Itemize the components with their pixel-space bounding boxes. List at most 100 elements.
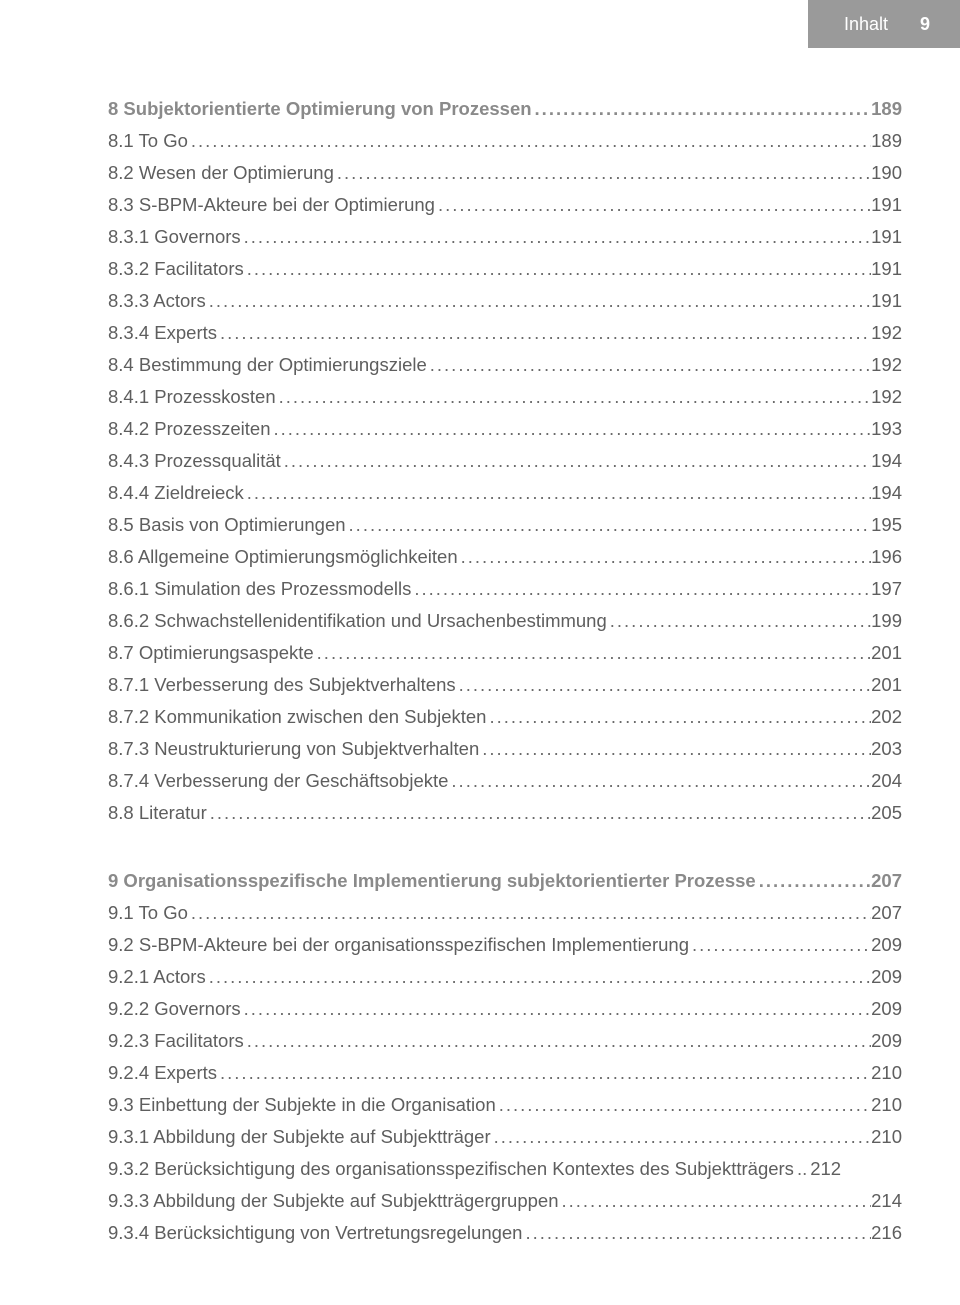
toc-entry: 8.5 Basis von Optimierungen.............… bbox=[108, 516, 902, 535]
toc-page: 214 bbox=[871, 1192, 902, 1211]
toc-entry: 8.6 Allgemeine Optimierungsmöglichkeiten… bbox=[108, 548, 902, 567]
toc-entry: 9.3.2 Berücksichtigung des organisations… bbox=[108, 1160, 902, 1179]
toc-title: 8.7.3 Neustrukturierung von Subjektverha… bbox=[108, 740, 479, 759]
toc-page: 201 bbox=[871, 676, 902, 695]
toc-title: 9.3.1 Abbildung der Subjekte auf Subjekt… bbox=[108, 1128, 491, 1147]
toc-title: 8.3.4 Experts bbox=[108, 324, 217, 343]
toc-page: 192 bbox=[871, 356, 902, 375]
toc-title: 8.4.2 Prozesszeiten bbox=[108, 420, 270, 439]
toc-page: 194 bbox=[871, 452, 902, 471]
toc-title: 8.1 To Go bbox=[108, 132, 188, 151]
toc-entry: 9.1 To Go...............................… bbox=[108, 904, 902, 923]
toc-leader-dots: ........................................… bbox=[486, 708, 871, 727]
toc-title: 9.3.3 Abbildung der Subjekte auf Subjekt… bbox=[108, 1192, 559, 1211]
toc-title: 8.2 Wesen der Optimierung bbox=[108, 164, 334, 183]
toc-entry: 9.2.1 Actors............................… bbox=[108, 968, 902, 987]
toc-leader-dots: ........................................… bbox=[756, 872, 871, 891]
toc-entry: 8.4.4 Zieldreieck.......................… bbox=[108, 484, 902, 503]
toc-page: 205 bbox=[871, 804, 902, 823]
toc-title: 8 Subjektorientierte Optimierung von Pro… bbox=[108, 100, 532, 119]
toc-page: 191 bbox=[871, 228, 902, 247]
toc-entry: 8.6.2 Schwachstellenidentifikation und U… bbox=[108, 612, 902, 631]
toc-leader-dots: ........................................… bbox=[607, 612, 871, 631]
toc-leader-dots: ........................................… bbox=[188, 904, 871, 923]
toc-entry: 8.4.3 Prozessqualität...................… bbox=[108, 452, 902, 471]
toc-title: 9.2.4 Experts bbox=[108, 1064, 217, 1083]
toc-title: 9.3 Einbettung der Subjekte in die Organ… bbox=[108, 1096, 496, 1115]
toc-page: 203 bbox=[871, 740, 902, 759]
toc-title: 8.3.3 Actors bbox=[108, 292, 206, 311]
toc-page: 210 bbox=[871, 1064, 902, 1083]
toc-page: 202 bbox=[871, 708, 902, 727]
toc-page: 191 bbox=[871, 196, 902, 215]
toc-title: 9.2 S-BPM-Akteure bei der organisationss… bbox=[108, 936, 689, 955]
toc-page: 207 bbox=[871, 904, 902, 923]
toc-page: 191 bbox=[871, 260, 902, 279]
toc-page: 212 bbox=[810, 1160, 841, 1179]
toc-page: 189 bbox=[871, 132, 902, 151]
toc-title: 8.7 Optimierungsaspekte bbox=[108, 644, 314, 663]
toc-entry: 8.7.3 Neustrukturierung von Subjektverha… bbox=[108, 740, 902, 759]
toc-title: 9.1 To Go bbox=[108, 904, 188, 923]
toc-container: 8 Subjektorientierte Optimierung von Pro… bbox=[108, 100, 902, 1256]
toc-leader-dots: ........................................… bbox=[689, 936, 871, 955]
toc-leader-dots: ........................................… bbox=[206, 968, 871, 987]
toc-title: 8.7.1 Verbesserung des Subjektverhaltens bbox=[108, 676, 456, 695]
toc-entry: 9.3 Einbettung der Subjekte in die Organ… bbox=[108, 1096, 902, 1115]
toc-page: 204 bbox=[871, 772, 902, 791]
header-bar: Inhalt 9 bbox=[808, 0, 960, 48]
toc-entry: 8.6.1 Simulation des Prozessmodells.....… bbox=[108, 580, 902, 599]
toc-page: 192 bbox=[871, 324, 902, 343]
toc-leader-dots: ........................................… bbox=[244, 484, 871, 503]
toc-title: 8.8 Literatur bbox=[108, 804, 207, 823]
toc-entry: 9.2.2 Governors.........................… bbox=[108, 1000, 902, 1019]
toc-leader-dots: .. bbox=[794, 1160, 810, 1179]
toc-page: 199 bbox=[871, 612, 902, 631]
toc-leader-dots: ........................................… bbox=[435, 196, 871, 215]
toc-page: 191 bbox=[871, 292, 902, 311]
toc-page: 209 bbox=[871, 1032, 902, 1051]
toc-title: 9.2.1 Actors bbox=[108, 968, 206, 987]
toc-entry: 8.1 To Go...............................… bbox=[108, 132, 902, 151]
toc-entry: 8.7 Optimierungsaspekte.................… bbox=[108, 644, 902, 663]
toc-leader-dots: ........................................… bbox=[334, 164, 871, 183]
toc-page: 195 bbox=[871, 516, 902, 535]
toc-title: 9 Organisationsspezifische Implementieru… bbox=[108, 872, 756, 891]
toc-title: 8.7.4 Verbesserung der Geschäftsobjekte bbox=[108, 772, 448, 791]
toc-entry: 8.3.3 Actors............................… bbox=[108, 292, 902, 311]
toc-leader-dots: ........................................… bbox=[241, 1000, 871, 1019]
toc-title: 9.2.2 Governors bbox=[108, 1000, 241, 1019]
toc-leader-dots: ........................................… bbox=[207, 804, 871, 823]
toc-leader-dots: ........................................… bbox=[217, 1064, 871, 1083]
toc-leader-dots: ........................................… bbox=[314, 644, 871, 663]
toc-title: 9.3.2 Berücksichtigung des organisations… bbox=[108, 1160, 794, 1179]
toc-title: 8.6.2 Schwachstellenidentifikation und U… bbox=[108, 612, 607, 631]
toc-title: 8.3 S-BPM-Akteure bei der Optimierung bbox=[108, 196, 435, 215]
toc-title: 8.6.1 Simulation des Prozessmodells bbox=[108, 580, 411, 599]
toc-entry: 9.3.3 Abbildung der Subjekte auf Subjekt… bbox=[108, 1192, 902, 1211]
toc-entry: 9.3.1 Abbildung der Subjekte auf Subjekt… bbox=[108, 1128, 902, 1147]
toc-page: 197 bbox=[871, 580, 902, 599]
toc-page: 207 bbox=[871, 872, 902, 891]
toc-page: 210 bbox=[871, 1128, 902, 1147]
section-gap bbox=[108, 836, 902, 872]
toc-title: 9.3.4 Berücksichtigung von Vertretungsre… bbox=[108, 1224, 522, 1243]
toc-page: 201 bbox=[871, 644, 902, 663]
toc-page: 193 bbox=[871, 420, 902, 439]
toc-entry: 8.3 S-BPM-Akteure bei der Optimierung...… bbox=[108, 196, 902, 215]
toc-leader-dots: ........................................… bbox=[532, 100, 872, 119]
toc-title: 9.2.3 Facilitators bbox=[108, 1032, 244, 1051]
toc-entry: 8.3.1 Governors.........................… bbox=[108, 228, 902, 247]
toc-entry: 9.2.4 Experts...........................… bbox=[108, 1064, 902, 1083]
toc-page: 209 bbox=[871, 968, 902, 987]
header-page-number: 9 bbox=[920, 14, 930, 35]
toc-leader-dots: ........................................… bbox=[281, 452, 871, 471]
toc-title: 8.4.3 Prozessqualität bbox=[108, 452, 281, 471]
toc-title: 8.6 Allgemeine Optimierungsmöglichkeiten bbox=[108, 548, 458, 567]
toc-leader-dots: ........................................… bbox=[448, 772, 871, 791]
toc-page: 196 bbox=[871, 548, 902, 567]
toc-leader-dots: ........................................… bbox=[188, 132, 871, 151]
toc-chapter: 8 Subjektorientierte Optimierung von Pro… bbox=[108, 100, 902, 119]
toc-chapter: 9 Organisationsspezifische Implementieru… bbox=[108, 872, 902, 891]
toc-title: 8.4 Bestimmung der Optimierungsziele bbox=[108, 356, 427, 375]
